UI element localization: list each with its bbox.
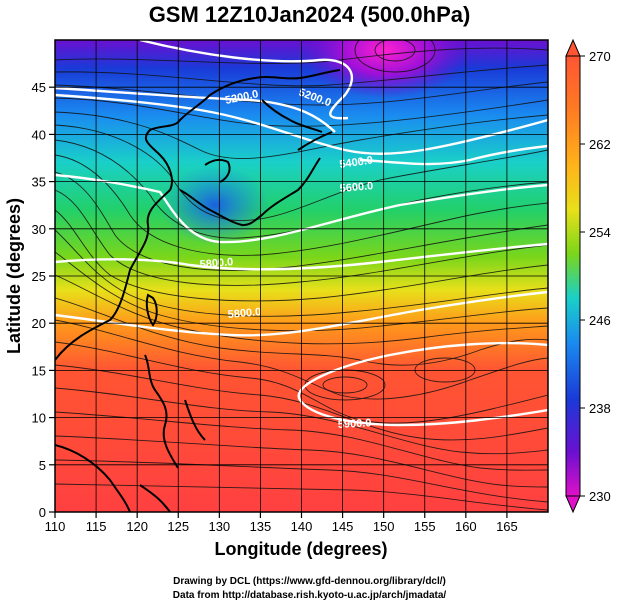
coastlines (55, 69, 341, 512)
y-tick-label: 20 (32, 316, 46, 331)
x-tick-label: 140 (291, 519, 313, 534)
y-tick-label: 45 (32, 80, 46, 95)
x-tick-label: 150 (373, 519, 395, 534)
credit-line: Drawing by DCL (https://www.gfd-dennou.o… (173, 576, 446, 587)
y-tick-label: 25 (32, 269, 46, 284)
x-tick-label: 115 (86, 519, 107, 534)
x-tick-label: 120 (126, 519, 148, 534)
colorbar-tick-label: 254 (589, 225, 611, 240)
colorbar-tick-label: 246 (589, 313, 611, 328)
credit-line: Data from http://database.rish.kyoto-u.a… (172, 590, 447, 601)
height-contours (55, 40, 548, 427)
y-tick-label: 35 (32, 175, 46, 190)
x-tick-label: 155 (414, 519, 436, 534)
lat-lon-grid (55, 40, 548, 512)
y-axis-ticks: 0 5 10 15 20 25 30 35 40 45 (32, 80, 55, 520)
colorbar-tick-label: 230 (589, 489, 611, 504)
colorbar-tick-label: 262 (589, 137, 611, 152)
y-tick-label: 40 (32, 127, 46, 142)
colorbar-tick-label: 270 (589, 49, 611, 64)
contour-label: 5800.0 (199, 256, 234, 271)
x-tick-label: 160 (455, 519, 477, 534)
y-tick-label: 30 (32, 222, 46, 237)
contour-label: 5800.0 (227, 306, 262, 321)
colorbar-gradient (565, 55, 581, 497)
colorbar-ticks: 270 262 254 246 238 230 (580, 49, 611, 504)
chart-title: GSM 12Z10Jan2024 (500.0hPa) (148, 2, 471, 27)
contour-label: 5400.0 (339, 154, 374, 171)
colorbar-bottom-arrow (565, 495, 581, 514)
y-tick-label: 5 (39, 458, 46, 473)
colorbar: 270 262 254 246 238 230 (565, 38, 611, 514)
x-axis-ticks: 110 115 120 125 130 135 140 145 150 155 160 165 (45, 512, 518, 534)
contour-labels: 5200.0 5200.0 5400.0 5600.0 5800.0 5800.… (199, 87, 374, 431)
y-axis-label: Latitude (degrees) (4, 198, 24, 354)
x-tick-label: 130 (208, 519, 230, 534)
x-tick-label: 125 (167, 519, 189, 534)
colorbar-tick-label: 238 (589, 401, 611, 416)
colorbar-top-arrow (565, 38, 581, 57)
x-axis-label: Longitude (degrees) (214, 539, 387, 559)
y-tick-label: 15 (32, 363, 46, 378)
contour-label: 5600.0 (339, 180, 374, 195)
y-tick-label: 10 (32, 411, 46, 426)
y-tick-label: 0 (39, 505, 46, 520)
x-tick-label: 165 (496, 519, 518, 534)
contour-label: 5900.0 (338, 417, 372, 431)
x-tick-label: 110 (45, 519, 66, 534)
x-tick-label: 135 (250, 519, 272, 534)
x-tick-label: 145 (332, 519, 354, 534)
wind-streamlines (55, 40, 548, 511)
